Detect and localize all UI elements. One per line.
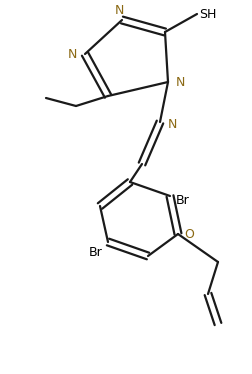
Text: SH: SH [199,7,216,21]
Text: Br: Br [88,246,102,259]
Text: N: N [176,76,185,89]
Text: N: N [114,4,124,17]
Text: O: O [184,227,194,240]
Text: N: N [68,47,77,61]
Text: Br: Br [176,194,190,207]
Text: N: N [168,117,177,131]
